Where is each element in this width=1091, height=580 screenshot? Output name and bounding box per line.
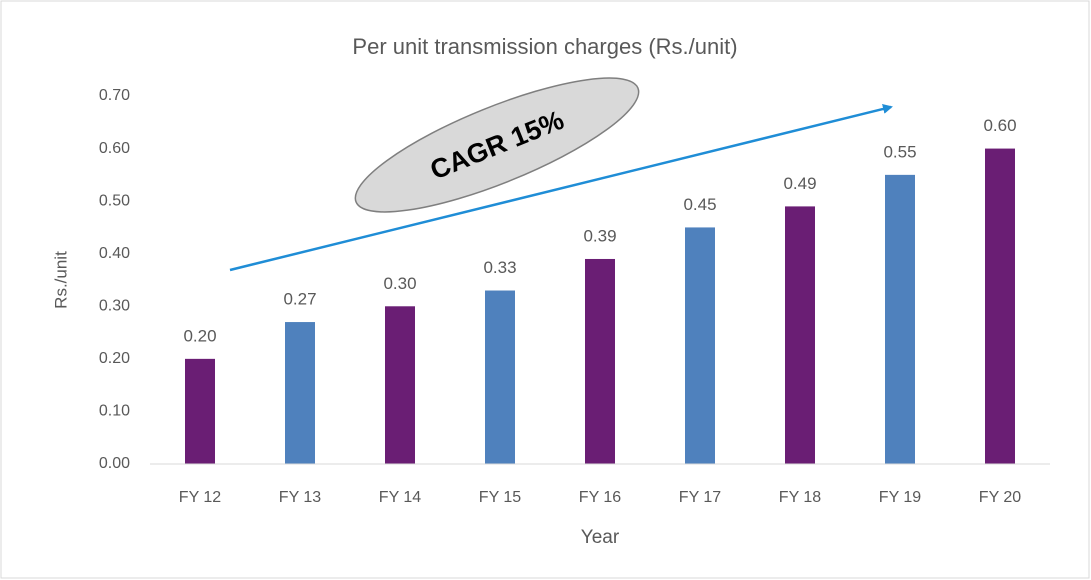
x-tick-label: FY 20 bbox=[979, 489, 1022, 506]
bar bbox=[785, 206, 815, 464]
value-label: 0.33 bbox=[483, 258, 516, 277]
bar bbox=[485, 290, 515, 464]
y-tick-label: 0.30 bbox=[99, 298, 130, 315]
y-tick-label: 0.70 bbox=[99, 87, 130, 104]
x-tick-label: FY 19 bbox=[879, 489, 922, 506]
bar bbox=[285, 322, 315, 464]
annotation-ellipse bbox=[354, 77, 640, 213]
x-tick-label: FY 17 bbox=[679, 489, 722, 506]
value-label: 0.45 bbox=[683, 195, 716, 214]
bar bbox=[985, 148, 1015, 465]
x-tick-label: FY 18 bbox=[779, 489, 822, 506]
y-axis-label: Rs./unit bbox=[51, 251, 70, 309]
bar bbox=[585, 258, 615, 464]
y-tick-label: 0.20 bbox=[99, 350, 130, 367]
x-axis-label: Year bbox=[581, 527, 620, 548]
x-tick-label: FY 14 bbox=[379, 489, 422, 506]
y-tick-label: 0.40 bbox=[99, 245, 130, 262]
x-tick-label: FY 16 bbox=[579, 489, 622, 506]
y-tick-label: 0.50 bbox=[99, 192, 130, 209]
value-label: 0.60 bbox=[983, 116, 1016, 135]
chart-title: Per unit transmission charges (Rs./unit) bbox=[352, 34, 737, 59]
x-tick-label: FY 12 bbox=[179, 489, 222, 506]
value-label: 0.55 bbox=[883, 142, 916, 161]
bar bbox=[385, 306, 415, 464]
bar bbox=[885, 174, 915, 464]
bar bbox=[685, 227, 715, 464]
x-tick-label: FY 15 bbox=[479, 489, 522, 506]
value-label: 0.30 bbox=[383, 274, 416, 293]
value-label: 0.39 bbox=[583, 226, 616, 245]
y-tick-label: 0.00 bbox=[99, 455, 130, 472]
bar bbox=[185, 358, 215, 464]
value-label: 0.27 bbox=[283, 290, 316, 309]
x-tick-label: FY 13 bbox=[279, 489, 322, 506]
y-tick-label: 0.10 bbox=[99, 403, 130, 420]
value-label: 0.20 bbox=[183, 326, 216, 345]
value-label: 0.49 bbox=[783, 174, 816, 193]
y-tick-label: 0.60 bbox=[99, 140, 130, 157]
trend-arrow bbox=[229, 104, 893, 272]
